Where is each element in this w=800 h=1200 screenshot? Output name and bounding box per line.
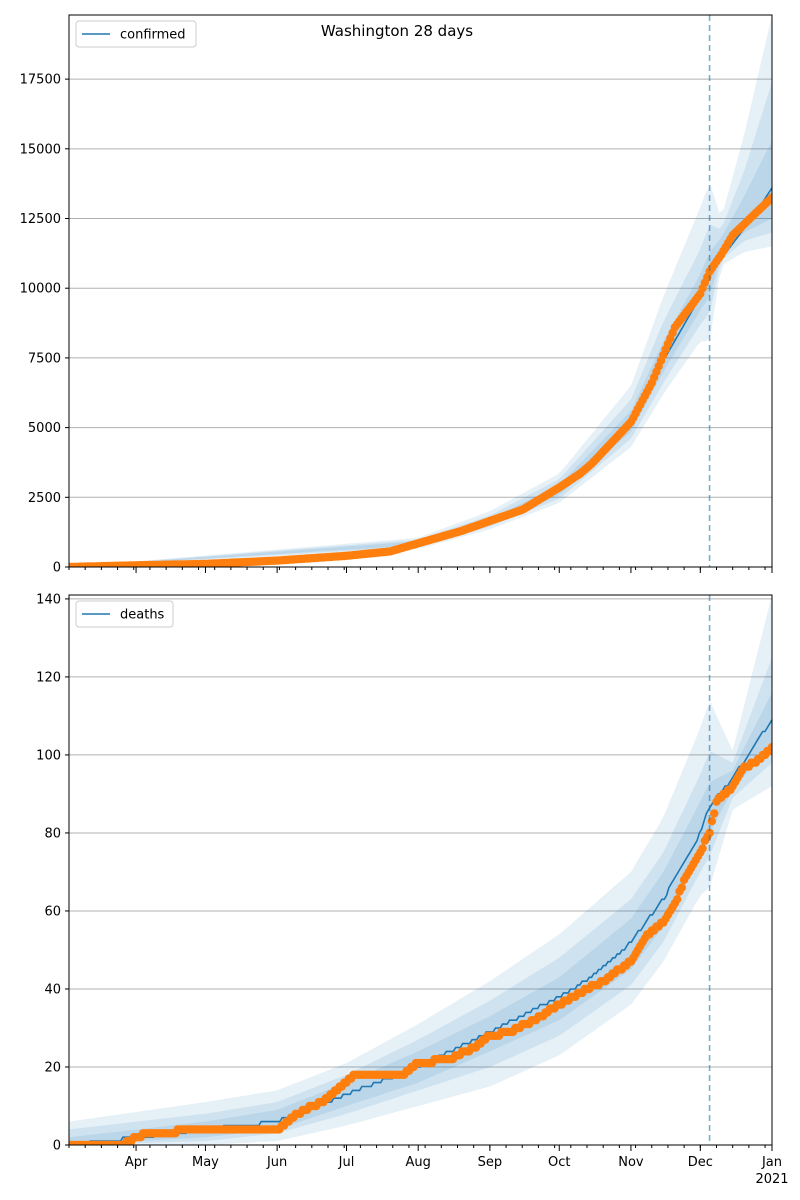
- deaths-panel: 0 20 40 60 80 100 120 140 Apr May Jun Jul Aug Sep Oct N…: [36, 592, 788, 1187]
- y-tick-label: 80: [44, 826, 61, 841]
- y-tick-label: 120: [36, 670, 61, 685]
- confidence-band-1: [69, 15, 772, 567]
- observed-point: [698, 844, 707, 853]
- y-tick-label: 60: [44, 904, 61, 919]
- confidence-band-2: [69, 81, 772, 567]
- x-tick-label: Jun: [266, 1155, 287, 1170]
- y-tick-label: 5000: [28, 421, 61, 436]
- plot-area: [69, 15, 772, 567]
- confirmed-panel: 0 2500 5000 7500 10000 12500 15000 17500 confirm…: [20, 14, 773, 576]
- y-tick-label: 100: [36, 748, 61, 763]
- legend-box: [75, 600, 174, 628]
- observed-point: [677, 883, 686, 892]
- y-tick-label: 40: [44, 982, 61, 997]
- axes-frame: [68, 594, 773, 1146]
- x-tick-label: Aug: [405, 1155, 430, 1170]
- x-tick-label: Jul: [338, 1155, 355, 1170]
- observed-point: [710, 809, 719, 818]
- observed-points: [69, 193, 772, 567]
- figure-title: Washington 28 days: [321, 22, 473, 40]
- y-tick-label: 0: [53, 1139, 61, 1154]
- legend-label: deaths: [120, 608, 165, 623]
- legend: deaths: [75, 600, 174, 628]
- y-tick-label: 12500: [20, 212, 61, 227]
- observed-point: [767, 193, 772, 202]
- observed-point: [673, 895, 682, 904]
- observed-point: [767, 742, 772, 752]
- x-tick-label: Oct: [548, 1155, 570, 1170]
- x-tick-label: Sep: [478, 1155, 503, 1170]
- x-tick-label: Apr: [125, 1155, 148, 1170]
- confidence-band-3: [69, 692, 772, 1145]
- y-tick-label: 20: [44, 1060, 61, 1075]
- axes-frame: [68, 14, 773, 568]
- confidence-band-1: [69, 595, 772, 1145]
- y-tick-label: 2500: [28, 491, 61, 506]
- x-tick-label: Nov: [618, 1155, 644, 1170]
- y-tick-label: 7500: [28, 351, 61, 366]
- confidence-band-2: [69, 657, 772, 1145]
- legend-box: [75, 20, 197, 48]
- y-tick-label: 17500: [20, 73, 61, 88]
- observed-point: [705, 828, 714, 838]
- x-tick-label: May: [192, 1155, 219, 1170]
- y-tick-label: 0: [53, 561, 61, 576]
- x-tick-label: Jan: [761, 1155, 782, 1170]
- legend-label: confirmed: [120, 28, 186, 43]
- y-tick-label: 10000: [20, 282, 61, 297]
- y-tick-label: 140: [36, 592, 61, 607]
- legend: confirmed: [75, 20, 197, 48]
- x-year-label: 2021: [755, 1172, 788, 1187]
- x-tick-label: Dec: [688, 1155, 713, 1170]
- y-tick-label: 15000: [20, 142, 61, 157]
